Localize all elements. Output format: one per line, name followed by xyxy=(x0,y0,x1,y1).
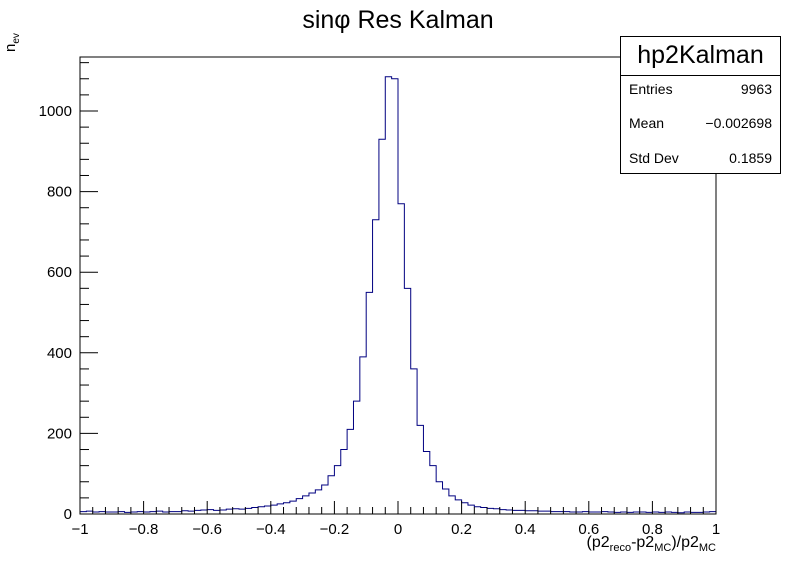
y-tick-label: 0 xyxy=(64,506,72,523)
x-tick-label: 0.4 xyxy=(515,521,536,538)
x-tick-label: 0.2 xyxy=(451,521,472,538)
stats-name: hp2Kalman xyxy=(621,37,780,76)
x-tick-label: −0.6 xyxy=(192,521,222,538)
y-tick-label: 800 xyxy=(47,184,72,201)
x-tick-label: −0.4 xyxy=(256,521,286,538)
stats-box: hp2Kalman Entries 9963 Mean −0.002698 St… xyxy=(620,36,781,174)
y-tick-label: 400 xyxy=(47,345,72,362)
stats-std-label: Std Dev xyxy=(629,150,679,166)
x-tick-label: 0 xyxy=(394,521,402,538)
x-tick-label: −0.8 xyxy=(129,521,159,538)
x-tick-label: −0.2 xyxy=(320,521,350,538)
x-tick-label: 0.8 xyxy=(642,521,663,538)
stats-mean-value: −0.002698 xyxy=(705,115,772,131)
x-axis-label: (p2reco-p2MC)/p2MC xyxy=(586,534,716,555)
x-tick-label: −1 xyxy=(71,521,88,538)
y-tick-label: 1000 xyxy=(39,103,72,120)
y-tick-label: 600 xyxy=(47,264,72,281)
stats-entries-label: Entries xyxy=(629,81,673,97)
y-axis-label: nev xyxy=(2,33,22,52)
chart-title: sinφ Res Kalman xyxy=(302,6,494,34)
y-tick-label: 200 xyxy=(47,425,72,442)
stats-entries-value: 9963 xyxy=(740,81,772,97)
histogram-series xyxy=(80,76,716,514)
x-tick-label: 1 xyxy=(712,521,720,538)
stats-std-value: 0.1859 xyxy=(729,150,772,166)
x-tick-label: 0.6 xyxy=(578,521,599,538)
stats-mean-label: Mean xyxy=(629,115,665,131)
